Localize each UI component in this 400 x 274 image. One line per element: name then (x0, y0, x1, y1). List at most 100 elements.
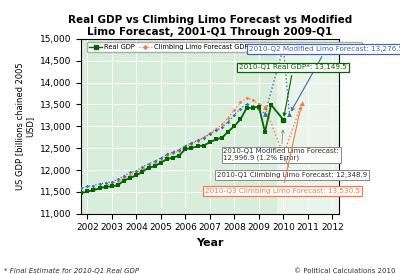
X-axis label: Year: Year (196, 238, 224, 248)
Climbing Limo Forecast GDP (85, 189, 90, 192)
Modified Limo Forecast GDP (226, 120, 231, 123)
Line: Real GDP: Real GDP (61, 105, 266, 195)
Text: 2010-Q1 Real GDP*: 13,149.5: 2010-Q1 Real GDP*: 13,149.5 (239, 64, 347, 116)
Modified Limo Forecast GDP (189, 141, 194, 145)
Modified Limo Forecast GDP (214, 129, 218, 132)
Climbing Limo Forecast GDP (232, 108, 237, 112)
Climbing Limo Forecast GDP (73, 192, 78, 195)
Real GDP (164, 158, 169, 161)
Modified Limo Forecast GDP (128, 171, 132, 174)
Title: Real GDP vs Climbing Limo Forecast vs Modified
Limo Forecast, 2001-Q1 Through 20: Real GDP vs Climbing Limo Forecast vs Mo… (68, 15, 352, 37)
Climbing Limo Forecast GDP (103, 184, 108, 187)
Modified Limo Forecast GDP (66, 188, 71, 192)
Modified Limo Forecast GDP (183, 144, 188, 147)
Modified Limo Forecast GDP (140, 165, 145, 169)
Climbing Limo Forecast GDP (128, 173, 132, 176)
Real GDP (189, 147, 194, 150)
Text: © Political Calculations 2010: © Political Calculations 2010 (294, 268, 396, 274)
Real GDP (60, 190, 65, 193)
Real GDP (140, 170, 145, 173)
Modified Limo Forecast GDP (79, 187, 84, 190)
Line: Climbing Limo Forecast GDP: Climbing Limo Forecast GDP (62, 97, 266, 197)
Climbing Limo Forecast GDP (91, 187, 96, 190)
Real GDP (244, 107, 249, 110)
Climbing Limo Forecast GDP (226, 116, 231, 119)
Real GDP (152, 165, 157, 168)
Climbing Limo Forecast GDP (171, 152, 176, 155)
Real GDP (183, 147, 188, 151)
Climbing Limo Forecast GDP (195, 139, 200, 142)
Real GDP (73, 192, 78, 196)
Real GDP (110, 185, 114, 188)
Climbing Limo Forecast GDP (110, 182, 114, 185)
Climbing Limo Forecast GDP (220, 123, 224, 126)
Line: Modified Limo Forecast GDP: Modified Limo Forecast GDP (62, 103, 266, 192)
Modified Limo Forecast GDP (244, 102, 249, 106)
Text: 2010-Q1 Modified Limo Forecast:
12,996.9 (1.2% Error): 2010-Q1 Modified Limo Forecast: 12,996.9… (223, 130, 339, 161)
Modified Limo Forecast GDP (103, 181, 108, 185)
Modified Limo Forecast GDP (220, 126, 224, 129)
Modified Limo Forecast GDP (208, 132, 212, 136)
Real GDP (66, 191, 71, 194)
Real GDP (91, 189, 96, 192)
Real GDP (128, 176, 132, 179)
Real GDP (256, 105, 261, 109)
Climbing Limo Forecast GDP (122, 176, 126, 179)
Real GDP (146, 166, 151, 169)
Real GDP (214, 138, 218, 141)
Modified Limo Forecast GDP (60, 189, 65, 192)
Climbing Limo Forecast GDP (177, 149, 182, 153)
Modified Limo Forecast GDP (195, 139, 200, 142)
Modified Limo Forecast GDP (164, 153, 169, 156)
Modified Limo Forecast GDP (85, 185, 90, 188)
Modified Limo Forecast GDP (177, 148, 182, 151)
Climbing Limo Forecast GDP (183, 145, 188, 149)
Modified Limo Forecast GDP (171, 150, 176, 153)
Modified Limo Forecast GDP (73, 187, 78, 191)
Modified Limo Forecast GDP (232, 113, 237, 116)
Real GDP (171, 156, 176, 159)
Real GDP (134, 174, 139, 177)
Real GDP (122, 179, 126, 182)
Modified Limo Forecast GDP (91, 184, 96, 187)
Modified Limo Forecast GDP (122, 174, 126, 178)
Climbing Limo Forecast GDP (164, 154, 169, 158)
Y-axis label: US GDP [billions chained 2005
USD]: US GDP [billions chained 2005 USD] (15, 62, 34, 190)
Real GDP (158, 161, 163, 164)
Modified Limo Forecast GDP (97, 182, 102, 185)
Modified Limo Forecast GDP (262, 112, 267, 115)
Climbing Limo Forecast GDP (152, 162, 157, 165)
Text: * Final Estimate for 2010-Q1 Real GDP: * Final Estimate for 2010-Q1 Real GDP (4, 267, 139, 274)
Modified Limo Forecast GDP (146, 162, 151, 165)
Climbing Limo Forecast GDP (244, 96, 249, 100)
Modified Limo Forecast GDP (238, 107, 243, 110)
Real GDP (85, 190, 90, 193)
Real GDP (177, 154, 182, 157)
Modified Limo Forecast GDP (152, 160, 157, 163)
Modified Limo Forecast GDP (116, 178, 120, 181)
Climbing Limo Forecast GDP (214, 127, 218, 130)
Legend: Real GDP, Climbing Limo Forecast GDP, Modified Limo Forecast GDP: Real GDP, Climbing Limo Forecast GDP, Mo… (87, 42, 362, 52)
Modified Limo Forecast GDP (250, 104, 255, 108)
Real GDP (220, 136, 224, 139)
Real GDP (250, 106, 255, 109)
Climbing Limo Forecast GDP (189, 142, 194, 145)
Real GDP (103, 185, 108, 189)
Climbing Limo Forecast GDP (146, 164, 151, 167)
Climbing Limo Forecast GDP (134, 171, 139, 174)
Climbing Limo Forecast GDP (256, 102, 261, 105)
Real GDP (262, 130, 267, 134)
Climbing Limo Forecast GDP (158, 159, 163, 162)
Bar (277, 39, 338, 214)
Real GDP (79, 192, 84, 195)
Text: 2010-Q2 Modified Limo Forecast: 13,276.5: 2010-Q2 Modified Limo Forecast: 13,276.5 (249, 46, 400, 111)
Text: 2010-Q3 Climbing Limo Forecast: 13,530.5: 2010-Q3 Climbing Limo Forecast: 13,530.5 (205, 107, 360, 194)
Modified Limo Forecast GDP (201, 136, 206, 139)
Text: 2010-Q1 Climbing Limo Forecast: 12,348.9: 2010-Q1 Climbing Limo Forecast: 12,348.9 (217, 158, 368, 178)
Real GDP (238, 118, 243, 121)
Real GDP (116, 184, 120, 187)
Climbing Limo Forecast GDP (208, 132, 212, 135)
Real GDP (226, 130, 231, 133)
Modified Limo Forecast GDP (110, 180, 114, 183)
Real GDP (208, 141, 212, 144)
